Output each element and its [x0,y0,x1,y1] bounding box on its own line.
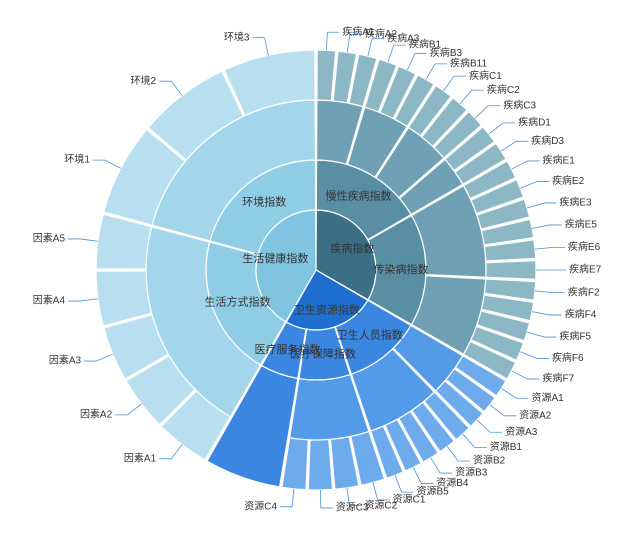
leader [501,389,528,399]
leaf-label-资源C3: 资源C3 [336,501,369,514]
leaf-label-疾病E5: 疾病E5 [565,218,598,231]
leader [520,352,549,359]
leaf-label-资源B4: 资源B4 [436,476,469,489]
leaf-label-资源B5: 资源B5 [417,485,450,498]
leader [347,34,362,52]
leader [512,371,540,379]
leaf-label-资源B2: 资源B2 [473,454,506,467]
leader [460,90,484,104]
leaf-label-疾病F2: 疾病F2 [568,285,600,298]
leader [159,445,182,459]
leaf-label-疾病C2: 疾病C2 [487,83,520,96]
leaf-label-资源A3: 资源A3 [505,425,538,438]
leaf-label-资源B1: 资源B1 [490,440,523,453]
leader [463,434,487,447]
leader [115,404,141,415]
leader [501,141,528,151]
leaf-label-疾病F7: 疾病F7 [543,372,575,385]
leader [512,161,540,169]
leaf-label-疾病F4: 疾病F4 [565,308,597,321]
leaf-label-因素A5: 因素A5 [33,232,66,245]
leader [527,203,556,208]
leaf-label-因素A3: 因素A3 [49,354,82,367]
leaf-label-疾病C1: 疾病C1 [469,69,502,82]
leaf-label-因素A2: 因素A2 [80,408,113,421]
leaf-label-疾病D1: 疾病D1 [518,116,551,129]
leaf-label-资源C4: 资源C4 [244,499,277,512]
leaf-label-疾病A2: 疾病A2 [365,27,398,40]
leaf-label-因素A4: 因素A4 [33,294,66,307]
leaf-label-资源C1: 资源C1 [393,493,426,506]
leader [84,354,113,361]
segment-资源C3 [308,440,332,490]
leaf-label-资源A2: 资源A2 [519,408,552,421]
leader [407,54,426,70]
leader [447,447,470,461]
leader [68,239,98,241]
segment-疾病E7 [486,261,536,280]
leaf-label-疾病E7: 疾病E7 [569,263,602,276]
sunburst-chart: 疾病指数慢性疾病指数疾病A1疾病A2疾病A3疾病B1疾病B3疾病B11疾病C1疾… [0,0,632,549]
leader [280,489,294,507]
leader [535,291,565,293]
leaf-label-疾病B3: 疾病B3 [430,46,463,59]
leaf-label-疾病E6: 疾病E6 [568,240,601,253]
leader [373,483,390,500]
leader [159,81,182,95]
leader [532,225,562,228]
leaf-label-资源A1: 资源A1 [532,391,565,404]
leader [252,38,268,56]
leader [477,420,502,432]
leaf-label-疾病A3: 疾病A3 [387,31,420,44]
leaf-label-环境1: 环境1 [64,153,90,166]
leader [326,32,339,50]
leaf-label-疾病D3: 疾病D3 [531,134,564,147]
leaf-label-疾病E2: 疾病E2 [552,174,585,187]
leaf-label-疾病B11: 疾病B11 [450,57,487,70]
leader [489,123,515,134]
leader [535,247,565,249]
leader [532,312,562,315]
leader [475,106,500,118]
leaf-label-环境2: 环境2 [131,74,157,87]
leader [520,182,549,189]
leader [490,405,516,416]
leaf-label-疾病E3: 疾病E3 [559,196,592,209]
leader [68,299,98,301]
leader [426,64,447,80]
leader [431,458,452,473]
leaf-label-疾病F5: 疾病F5 [559,330,591,343]
segments [96,50,536,490]
leader [368,39,384,56]
leaf-label-疾病E1: 疾病E1 [543,154,576,167]
leader [444,76,466,91]
segment-疾病A1 [317,50,336,101]
leader [388,45,406,62]
leaf-label-资源B3: 资源B3 [455,466,488,479]
leader [320,490,332,508]
leaf-label-疾病B1: 疾病B1 [409,38,442,51]
leader [347,488,362,506]
leader [395,475,413,492]
leader [93,160,121,168]
leaf-label-疾病A1: 疾病A1 [342,25,375,38]
leaf-label-因素A1: 因素A1 [124,451,157,464]
leader [413,467,433,483]
leaf-label-环境3: 环境3 [224,30,250,43]
leaf-label-疾病C3: 疾病C3 [503,98,536,111]
leader [527,332,556,337]
leaf-label-疾病F6: 疾病F6 [552,351,584,364]
